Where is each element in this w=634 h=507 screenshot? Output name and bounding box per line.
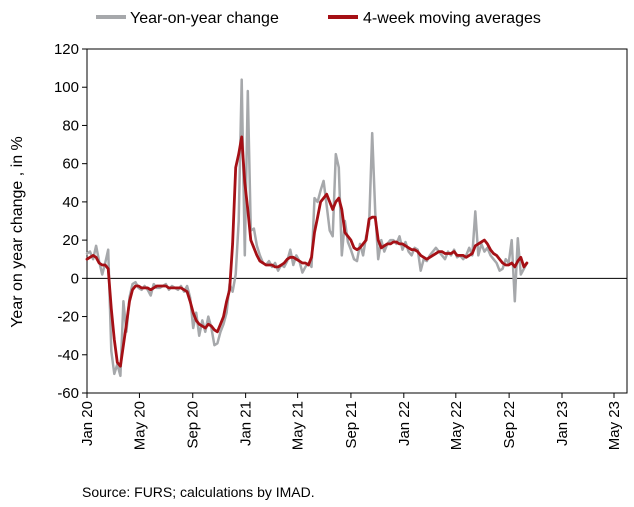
x-tick-label: Jan 22 [396, 401, 413, 446]
y-tick-label: 40 [62, 194, 79, 211]
y-tick-label: 20 [62, 232, 79, 249]
x-tick-label: May 22 [448, 401, 465, 450]
x-tick-label: May 21 [290, 401, 307, 450]
y-tick-label: 120 [54, 41, 79, 58]
series-line-yoy [85, 78, 529, 378]
source-note: Source: FURS; calculations by IMAD. [82, 484, 315, 500]
x-tick-label: May 23 [606, 401, 623, 450]
x-tick-label: Jan 20 [79, 401, 96, 446]
x-tick-label: Sep 20 [185, 401, 202, 449]
legend-label-ma: 4-week moving averages [363, 10, 541, 27]
y-tick-label: 80 [62, 117, 79, 134]
y-axis-label: Year on year change , in % [9, 136, 26, 328]
x-axis: Jan 20 May 20 Sep 20 Jan 21 May 21 Sep 21 Jan … [79, 393, 623, 450]
y-tick-label: -20 [57, 309, 79, 326]
series-line-ma [85, 135, 529, 368]
plot-frame [86, 48, 628, 394]
y-axis: -60 -40 -20 0 20 40 60 80 100 120 [54, 41, 87, 402]
series-group [85, 78, 529, 378]
legend: Year-on-year change 4-week moving averag… [96, 10, 541, 27]
y-tick-label: -60 [57, 385, 79, 402]
legend-label-yoy: Year-on-year change [130, 10, 279, 27]
y-tick-label: 60 [62, 156, 79, 173]
y-tick-label: 0 [71, 270, 79, 287]
x-tick-label: Sep 21 [343, 401, 360, 449]
x-tick-label: Sep 22 [501, 401, 518, 449]
x-tick-label: May 20 [131, 401, 148, 450]
x-tick-label: Jan 23 [554, 401, 571, 446]
y-tick-label: 100 [54, 79, 79, 96]
plot-area [86, 48, 628, 394]
x-tick-label: Jan 21 [238, 401, 255, 446]
y-tick-label: -40 [57, 347, 79, 364]
